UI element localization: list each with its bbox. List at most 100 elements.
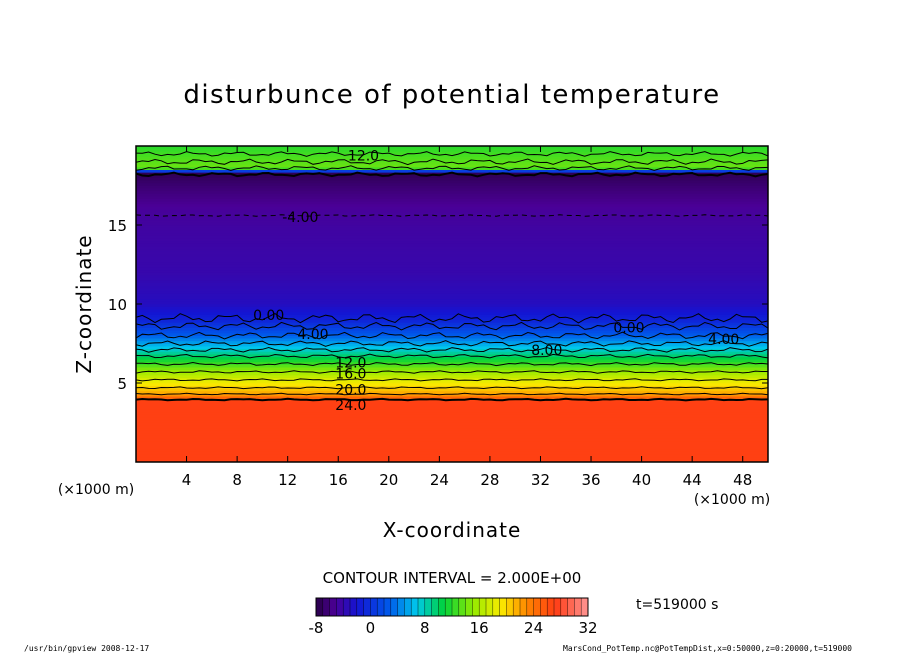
heatmap-band (136, 232, 768, 236)
contour-label: 24.0 (335, 398, 366, 414)
contour-line (136, 397, 768, 402)
heatmap-band (136, 303, 768, 307)
heatmap-band (136, 206, 768, 210)
heatmap-band (136, 158, 768, 163)
colorbar-swatch (547, 598, 555, 616)
x-tick-label: 20 (379, 471, 398, 489)
heatmap-band (136, 308, 768, 313)
x-axis: 4 8 12 16 20 24 28 32 36 40 44 48 (182, 146, 752, 489)
contour-line (136, 340, 768, 347)
colorbar-swatch (418, 598, 426, 616)
heatmap-band (136, 248, 768, 252)
heatmap-band (136, 374, 768, 379)
colorbar-tick-label: 0 (366, 619, 376, 637)
contour-line (136, 158, 768, 166)
heatmap-band (136, 280, 768, 284)
contour-line (136, 151, 768, 157)
heatmap-band (136, 430, 768, 434)
heatmap-band (136, 395, 768, 400)
x-tick-label: 4 (182, 471, 192, 489)
colorbar-swatch (350, 598, 358, 616)
colorbar-swatch (567, 598, 575, 616)
heatmap-band (136, 382, 768, 386)
colorbar-swatch (343, 598, 351, 616)
colorbar-swatch (336, 598, 344, 616)
heatmap-band (136, 416, 768, 421)
heatmap-band (136, 277, 768, 281)
time-text: t=519000 s (636, 597, 718, 613)
colorbar-swatch (574, 598, 582, 616)
colorbar-swatch (486, 598, 494, 616)
colorbar-swatch (404, 598, 412, 616)
heatmap-band (136, 348, 768, 352)
contour-line (136, 346, 768, 353)
heatmap-band (136, 156, 768, 160)
heatmap-band (136, 177, 768, 181)
contour-label: 4.00 (708, 332, 739, 348)
colorbar: -8 0 8 16 24 32 (309, 597, 598, 637)
y-tick-label: 5 (117, 375, 127, 393)
heatmap-band (136, 451, 768, 455)
heatmap-band (136, 261, 768, 265)
heatmap-band (136, 185, 768, 189)
heatmap-band (136, 419, 768, 423)
x-tick-label: 36 (581, 471, 600, 489)
heatmap-band (136, 174, 768, 178)
x-tick-label: 48 (733, 471, 752, 489)
contour-label: 8.00 (531, 343, 562, 359)
contour-line (136, 313, 768, 324)
heatmap-band (136, 298, 768, 302)
heatmap-band (136, 264, 768, 268)
heatmap-band (136, 369, 768, 373)
heatmap-band (136, 343, 768, 347)
contour-label: 12.0 (335, 355, 366, 371)
heatmap-band (136, 251, 768, 255)
heatmap-band (136, 311, 768, 315)
contour-label: 20.0 (335, 382, 366, 398)
heatmap-band (136, 179, 768, 184)
heatmap-band (136, 208, 768, 213)
colorbar-swatch (424, 598, 433, 616)
colorbar-swatch (513, 598, 521, 616)
x-tick-label: 28 (480, 471, 499, 489)
colorbar-tick-label: -8 (309, 619, 324, 637)
heatmap-band (136, 380, 768, 384)
heatmap-band (136, 146, 768, 149)
heatmap-band (136, 295, 768, 300)
heatmap-band (136, 164, 768, 168)
heatmap-band (136, 266, 768, 271)
heatmap-band (136, 193, 768, 197)
contour-line (136, 378, 768, 382)
contour-label: 0.00 (253, 308, 284, 324)
colorbar-frame (315, 597, 589, 617)
heatmap-band (136, 459, 768, 462)
heatmap-band (136, 256, 768, 260)
heatmap-band (136, 201, 768, 205)
heatmap-band (136, 361, 768, 365)
heatmap-band (136, 293, 768, 297)
heatmap-band (136, 235, 768, 239)
colorbar-swatch (390, 598, 399, 616)
contour-line (136, 165, 768, 171)
heatmap-band (136, 427, 768, 431)
heatmap-band (136, 406, 768, 410)
heatmap-band (136, 443, 768, 447)
colorbar-swatch (465, 598, 473, 616)
heatmap-band (136, 422, 768, 426)
heatmap-band (136, 272, 768, 276)
heatmap-band (136, 229, 768, 234)
contour-label: -4.00 (282, 210, 318, 226)
contour-labels: 12.0-4.000.004.00 0.004.008.0012.016.020.… (253, 148, 739, 414)
heatmap-band (136, 403, 768, 407)
heatmap-band (136, 409, 768, 413)
heatmap-band (136, 337, 768, 342)
colorbar-tick-label: 8 (420, 619, 430, 637)
heatmap-band (136, 414, 768, 418)
heatmap-band (136, 356, 768, 360)
contour-interval-text: CONTOUR INTERVAL = 2.000E+00 (323, 569, 582, 587)
heatmap-band (136, 351, 768, 355)
x-tick-label: 12 (278, 471, 297, 489)
colorbar-swatch (411, 598, 419, 616)
contour-line (136, 321, 768, 331)
